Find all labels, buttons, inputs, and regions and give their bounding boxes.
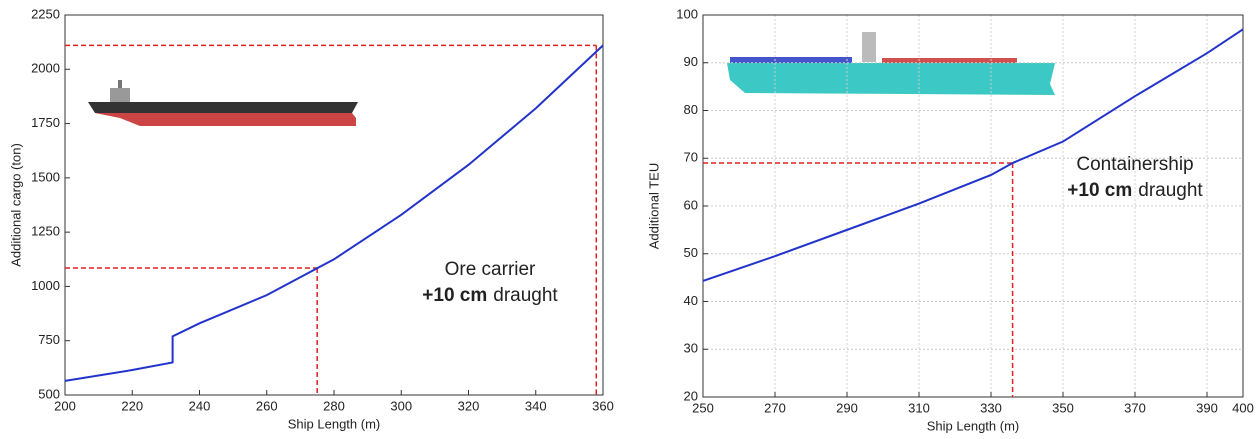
y-tick-label: 100 [676,6,698,21]
y-tick-label: 70 [684,150,698,165]
y-tick-label: 50 [684,245,698,260]
x-tick-label: 390 [1196,400,1218,415]
x-tick-label: 250 [692,400,714,415]
y-axis-label: Additional cargo (ton) [8,143,23,267]
y-tick-label: 750 [38,332,60,347]
x-tick-label: 300 [390,398,412,413]
y-tick-label: 90 [684,54,698,69]
x-tick-label: 310 [908,400,930,415]
annotation-name: Ore carrier [445,259,536,280]
y-tick-label: 60 [684,197,698,212]
x-tick-label: 320 [458,398,480,413]
data-line [65,45,603,380]
y-tick-label: 2250 [31,6,60,21]
x-tick-label: 370 [1124,400,1146,415]
annotation-rest: draught [493,285,558,306]
y-tick-label: 1750 [31,115,60,130]
y-tick-label: 1000 [31,278,60,293]
y-tick-label: 1250 [31,224,60,239]
annotation-detail: +10 cm draught [422,285,558,306]
x-tick-label: 280 [323,398,345,413]
annotation-bold: +10 cm [422,285,487,306]
annotation-rest: draught [1138,180,1203,201]
y-tick-label: 40 [684,293,698,308]
y-tick-label: 80 [684,102,698,117]
x-tick-label: 330 [980,400,1002,415]
x-tick-label: 290 [836,400,858,415]
x-tick-label: 350 [1052,400,1074,415]
y-tick-label: 30 [684,341,698,356]
x-tick-label: 340 [525,398,547,413]
x-tick-label: 270 [764,400,786,415]
containership-ship [727,32,1055,95]
y-tick-label: 2000 [31,61,60,76]
x-tick-label: 200 [54,398,76,413]
x-tick-label: 240 [189,398,211,413]
x-tick-label: 220 [121,398,143,413]
ore-carrier-ship [88,80,358,126]
plot-frame [65,15,603,395]
annotation-bold: +10 cm [1067,180,1132,201]
y-axis-label: Additional TEU [646,163,661,249]
y-tick-label: 1500 [31,169,60,184]
x-axis-label: Ship Length (m) [288,416,381,431]
figure: 5007501000125015001750200022502002202402… [0,0,1260,439]
annotation-name: Containership [1076,154,1193,175]
x-axis-label: Ship Length (m) [927,418,1020,433]
x-tick-label: 260 [256,398,278,413]
x-tick-label: 360 [592,398,614,413]
x-tick-label: 400 [1232,400,1254,415]
